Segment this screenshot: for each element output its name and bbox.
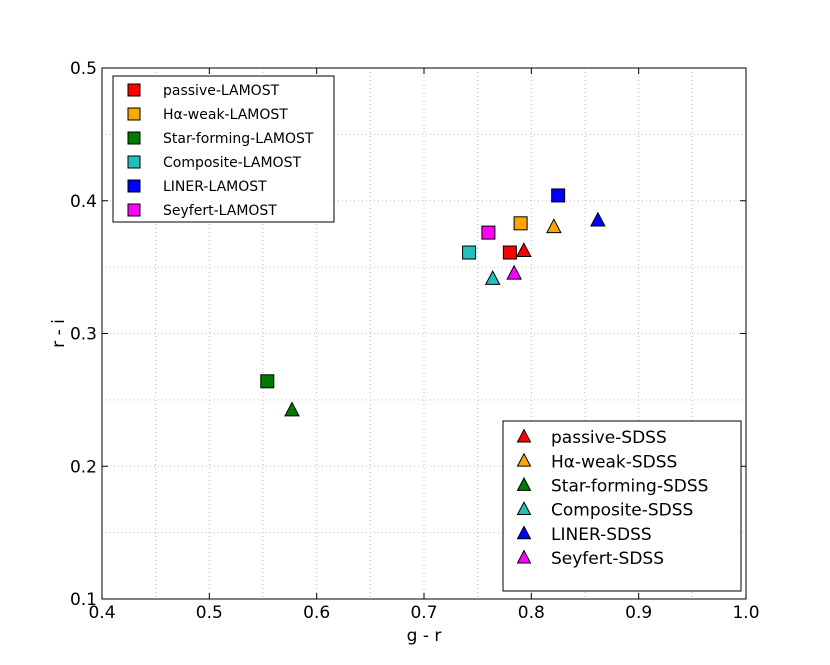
x-tick-label: 0.7: [410, 603, 437, 623]
axis-ticks: 0.4 0.5 0.6 0.7 0.8 0.9 1.0 0.1 0.2 0.3 0.4 0.5: [70, 59, 760, 623]
legend-marker: [516, 428, 532, 443]
y-tick-label: 0.2: [70, 457, 97, 477]
x-axis-label: g - r: [407, 626, 442, 646]
legend-label: Star-forming-SDSS: [551, 477, 708, 497]
y-tick-label: 0.1: [70, 590, 97, 610]
legend-marker: [516, 525, 532, 540]
legend-marker: [516, 476, 532, 491]
y-axis-label: r - i: [49, 319, 69, 348]
legend-marker: [127, 179, 141, 193]
point-h-weak-lamost: [513, 216, 528, 231]
point-liner-lamost: [551, 188, 566, 203]
legend-label: passive-SDSS: [551, 428, 667, 448]
plot-frame: [101, 67, 747, 600]
legend-box: [502, 420, 742, 592]
point-star-forming-sdss: [284, 401, 300, 417]
legend-label: Hα-weak-LAMOST: [163, 107, 288, 123]
point-composite-lamost: [462, 245, 477, 260]
legend-marker: [516, 452, 532, 467]
x-tick-label: 1.0: [732, 603, 759, 623]
x-tick-label: 0.4: [88, 603, 115, 623]
x-tick-label: 0.5: [196, 603, 223, 623]
point-star-forming-lamost: [260, 374, 275, 389]
legend-label: LINER-SDSS: [551, 525, 652, 545]
x-tick-label: 0.8: [518, 603, 545, 623]
point-liner-sdss: [590, 211, 606, 227]
legend-label: Seyfert-SDSS: [551, 549, 664, 569]
legend-marker: [516, 549, 532, 564]
legend-marker: [127, 203, 141, 217]
point-h-weak-sdss: [546, 218, 562, 234]
legend-box: [112, 75, 335, 223]
y-tick-label: 0.4: [70, 192, 97, 212]
point-passive-lamost: [502, 245, 517, 260]
x-tick-label: 0.6: [303, 603, 330, 623]
legend-label: Composite-SDSS: [551, 501, 693, 521]
legend-label: Star-forming-LAMOST: [163, 131, 314, 147]
point-seyfert-sdss: [506, 264, 522, 280]
legend-label: Composite-LAMOST: [163, 155, 301, 171]
x-tick-label: 0.9: [625, 603, 652, 623]
legend-label: passive-LAMOST: [163, 83, 280, 99]
y-tick-label: 0.5: [70, 59, 97, 79]
legend-marker: [516, 501, 532, 516]
point-seyfert-lamost: [481, 225, 496, 240]
legend-marker: [127, 155, 141, 169]
legend-label: Hα-weak-SDSS: [551, 452, 677, 472]
legends: passive-LAMOST Hα-weak-LAMOST Star-forming…: [112, 75, 742, 592]
legend-label: LINER-LAMOST: [163, 179, 267, 195]
legend-marker: [127, 83, 141, 97]
legend-bottom-right: passive-SDSS Hα-weak-SDSS Star-forming-SDS…: [502, 420, 742, 592]
legend-marker: [127, 131, 141, 145]
data-points: [260, 188, 606, 417]
legend-marker: [127, 107, 141, 121]
point-composite-sdss: [484, 270, 501, 285]
legend-label: Seyfert-LAMOST: [163, 203, 277, 219]
y-tick-label: 0.3: [70, 325, 97, 345]
point-passive-sdss: [515, 242, 532, 258]
legend-top-left: passive-LAMOST Hα-weak-LAMOST Star-forming…: [112, 75, 335, 223]
